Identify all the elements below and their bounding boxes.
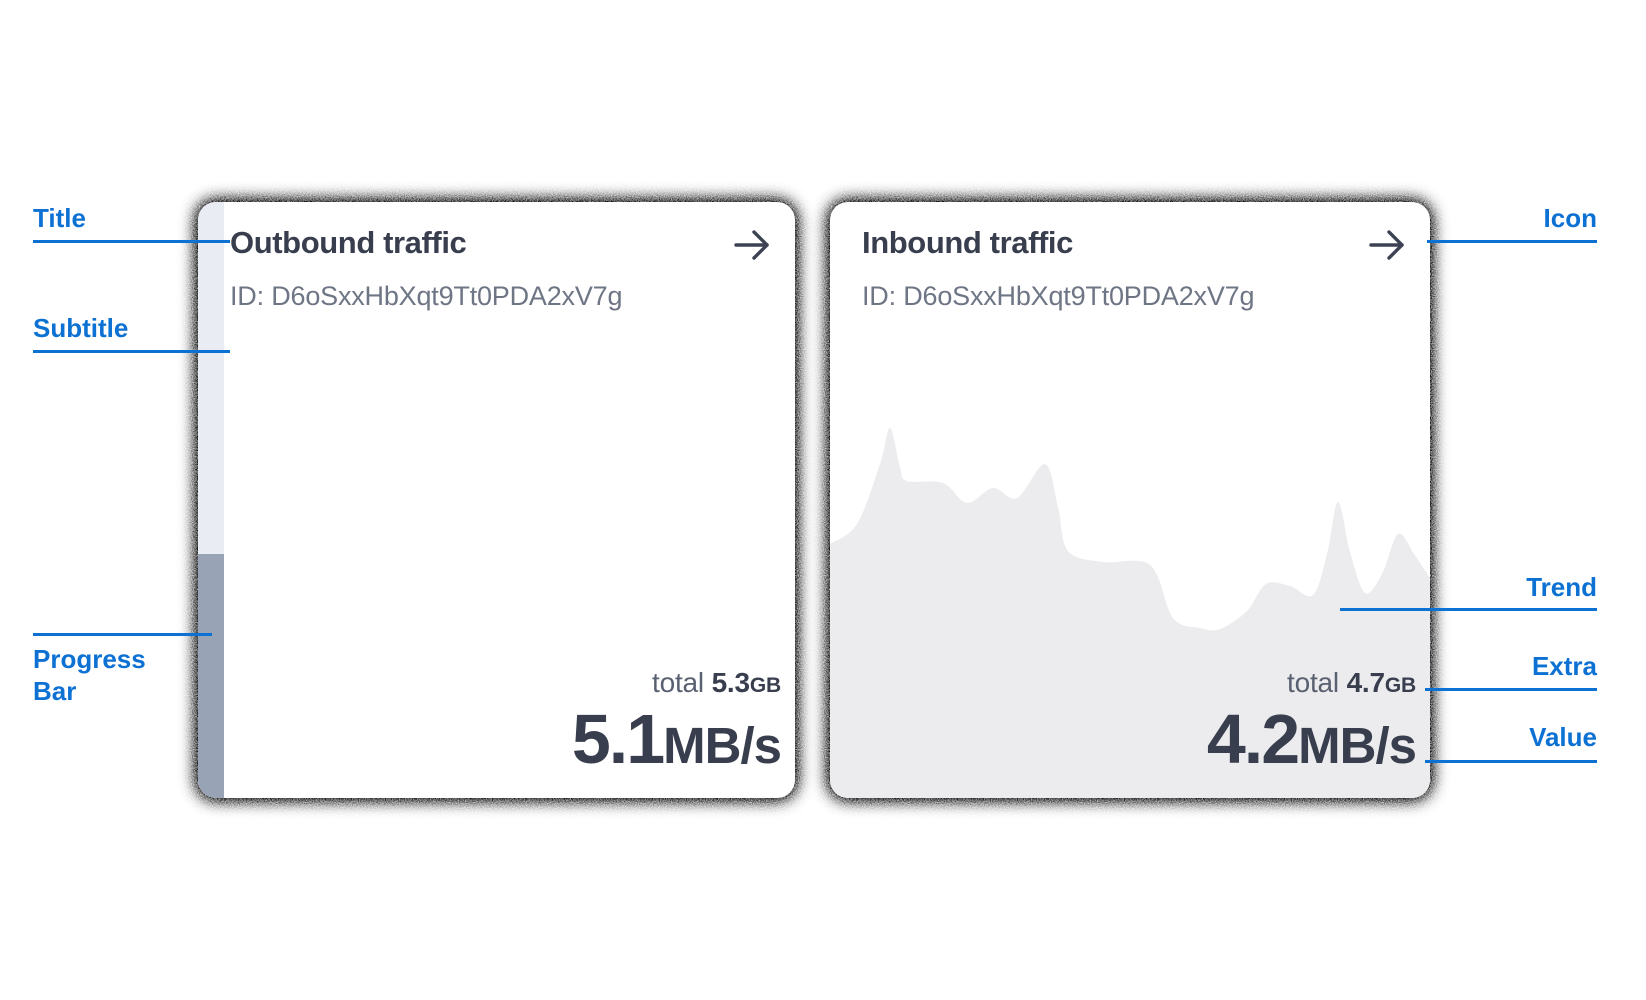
annotation-subtitle: Subtitle xyxy=(33,313,129,343)
card-title: Outbound traffic xyxy=(230,225,467,260)
annotation-value: Value xyxy=(1529,722,1597,752)
rate-unit: MB/s xyxy=(663,717,782,774)
total-label: total xyxy=(652,667,704,698)
card-title: Inbound traffic xyxy=(862,225,1073,260)
annotation-trend-line xyxy=(1340,608,1597,611)
outbound-traffic-card[interactable]: Outbound traffic ID: D6oSxxHbXqt9Tt0PDA2… xyxy=(198,202,795,798)
annotation-icon-line xyxy=(1427,240,1597,243)
rate-value: 4.2 xyxy=(1206,700,1300,778)
annotation-subtitle-line xyxy=(33,350,230,353)
rate-unit: MB/s xyxy=(1298,717,1417,774)
annotation-title: Title xyxy=(33,203,86,233)
total-unit: GB xyxy=(1384,674,1416,697)
card-subtitle: ID: D6oSxxHbXqt9Tt0PDA2xV7g xyxy=(862,281,1255,311)
progress-bar-fill xyxy=(198,553,224,798)
total-line: total 4.7GB xyxy=(1207,667,1416,699)
annotation-progress-bar: Progress Bar xyxy=(33,644,146,706)
annotation-progress-bar-line xyxy=(33,633,212,636)
annotation-extra-line xyxy=(1425,688,1597,691)
arrow-right-icon[interactable] xyxy=(733,228,771,262)
total-unit: GB xyxy=(749,674,781,697)
total-line: total 5.3GB xyxy=(572,667,781,699)
total-value: 5.3 xyxy=(711,667,751,698)
inbound-traffic-card[interactable]: Inbound traffic ID: D6oSxxHbXqt9Tt0PDA2x… xyxy=(830,202,1430,798)
rate-line: 5.1MB/s xyxy=(572,704,782,774)
total-value: 4.7 xyxy=(1346,667,1386,698)
arrow-right-icon[interactable] xyxy=(1368,228,1406,262)
card-subtitle: ID: D6oSxxHbXqt9Tt0PDA2xV7g xyxy=(230,281,623,311)
annotation-value-line xyxy=(1425,760,1597,763)
total-label: total xyxy=(1287,667,1339,698)
annotation-icon: Icon xyxy=(1543,203,1597,233)
annotation-trend: Trend xyxy=(1526,572,1597,602)
rate-value: 5.1 xyxy=(571,700,665,778)
annotation-title-line xyxy=(33,240,230,243)
rate-line: 4.2MB/s xyxy=(1207,704,1417,774)
trend-area-chart xyxy=(830,427,1430,798)
annotation-extra: Extra xyxy=(1531,651,1597,681)
